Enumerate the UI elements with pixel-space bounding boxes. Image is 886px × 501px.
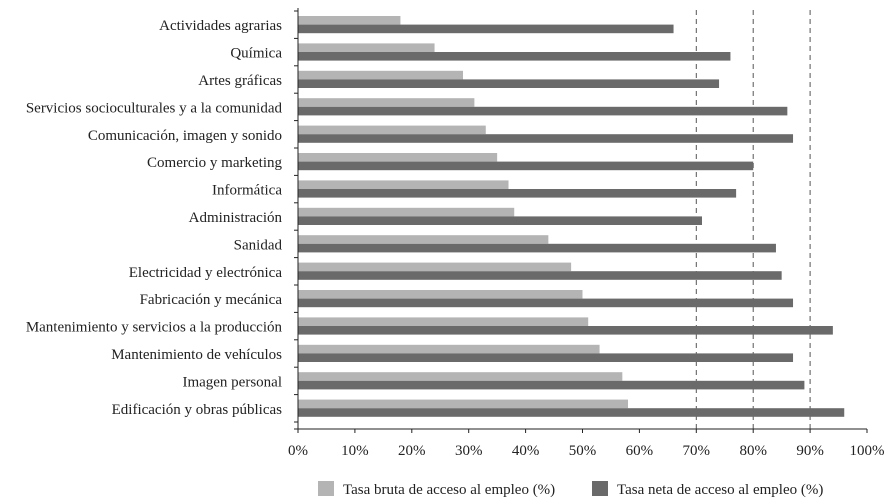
bar-neta-11	[298, 326, 833, 335]
bar-neta-4	[298, 134, 793, 143]
bar-bruta-0	[298, 16, 400, 25]
bar-bruta-11	[298, 317, 588, 326]
bar-neta-9	[298, 271, 782, 280]
bar-bruta-10	[298, 290, 583, 299]
category-label-8: Sanidad	[234, 237, 283, 253]
bar-neta-6	[298, 189, 736, 198]
x-tick-label-5: 50%	[569, 443, 597, 459]
bar-neta-0	[298, 25, 674, 34]
category-label-0: Actividades agrarias	[159, 18, 282, 34]
legend-label-neta: Tasa neta de acceso al empleo (%)	[617, 482, 823, 498]
bar-bruta-5	[298, 153, 497, 162]
legend: Tasa bruta de acceso al empleo (%) Tasa n…	[318, 481, 823, 498]
x-tick-label-7: 70%	[683, 443, 711, 459]
x-tick-label-3: 30%	[455, 443, 483, 459]
category-label-1: Química	[230, 46, 282, 62]
bar-neta-2	[298, 79, 719, 88]
bar-neta-5	[298, 162, 753, 171]
category-label-3: Servicios socioculturales y a la comunid…	[26, 100, 283, 116]
bar-bruta-9	[298, 263, 571, 272]
category-label-11: Mantenimiento y servicios a la producció…	[26, 320, 283, 336]
x-tick-label-0: 0%	[288, 443, 308, 459]
bar-bruta-1	[298, 43, 435, 52]
category-label-14: Edificación y obras públicas	[112, 402, 283, 418]
bar-neta-7	[298, 216, 702, 225]
bar-neta-14	[298, 408, 844, 417]
legend-swatch-neta	[592, 481, 608, 496]
legend-swatch-bruta	[318, 481, 334, 496]
bar-bruta-12	[298, 345, 600, 354]
category-label-2: Artes gráficas	[198, 73, 282, 89]
bar-neta-1	[298, 52, 730, 61]
bar-neta-12	[298, 353, 793, 362]
category-label-9: Electricidad y electrónica	[129, 265, 283, 281]
legend-label-bruta: Tasa bruta de acceso al empleo (%)	[343, 482, 555, 498]
x-tick-label-4: 40%	[512, 443, 540, 459]
category-label-13: Imagen personal	[182, 374, 282, 390]
bar-neta-3	[298, 107, 787, 116]
bar-bruta-7	[298, 208, 514, 217]
x-tick-label-9: 90%	[796, 443, 824, 459]
bars-layer	[298, 16, 844, 417]
bar-bruta-2	[298, 71, 463, 80]
category-labels: Actividades agrarias Química Artes gráfica…	[26, 18, 283, 418]
bar-bruta-14	[298, 400, 628, 409]
bar-bruta-6	[298, 180, 509, 189]
category-label-12: Mantenimiento de vehículos	[111, 347, 282, 363]
category-label-5: Comercio y marketing	[147, 155, 282, 171]
x-tick-label-6: 60%	[626, 443, 654, 459]
bar-bruta-3	[298, 98, 474, 107]
category-label-10: Fabricación y mecánica	[140, 292, 283, 308]
category-label-7: Administración	[189, 210, 283, 226]
category-label-6: Informática	[212, 183, 282, 199]
bar-bruta-8	[298, 235, 548, 244]
category-label-4: Comunicación, imagen y sonido	[88, 128, 282, 144]
tick-labels: 0% 10% 20% 30% 40% 50% 60% 70% 80% 90% 100%	[288, 443, 885, 459]
x-tick-label-8: 80%	[739, 443, 767, 459]
x-tick-label-2: 20%	[398, 443, 426, 459]
x-tick-label-1: 10%	[341, 443, 369, 459]
bar-neta-13	[298, 381, 804, 390]
x-tick-label-10: 100%	[850, 443, 885, 459]
bar-bruta-13	[298, 372, 622, 381]
bar-neta-10	[298, 299, 793, 308]
bar-neta-8	[298, 244, 776, 253]
bar-bruta-4	[298, 126, 486, 135]
grid-layer	[696, 10, 810, 429]
